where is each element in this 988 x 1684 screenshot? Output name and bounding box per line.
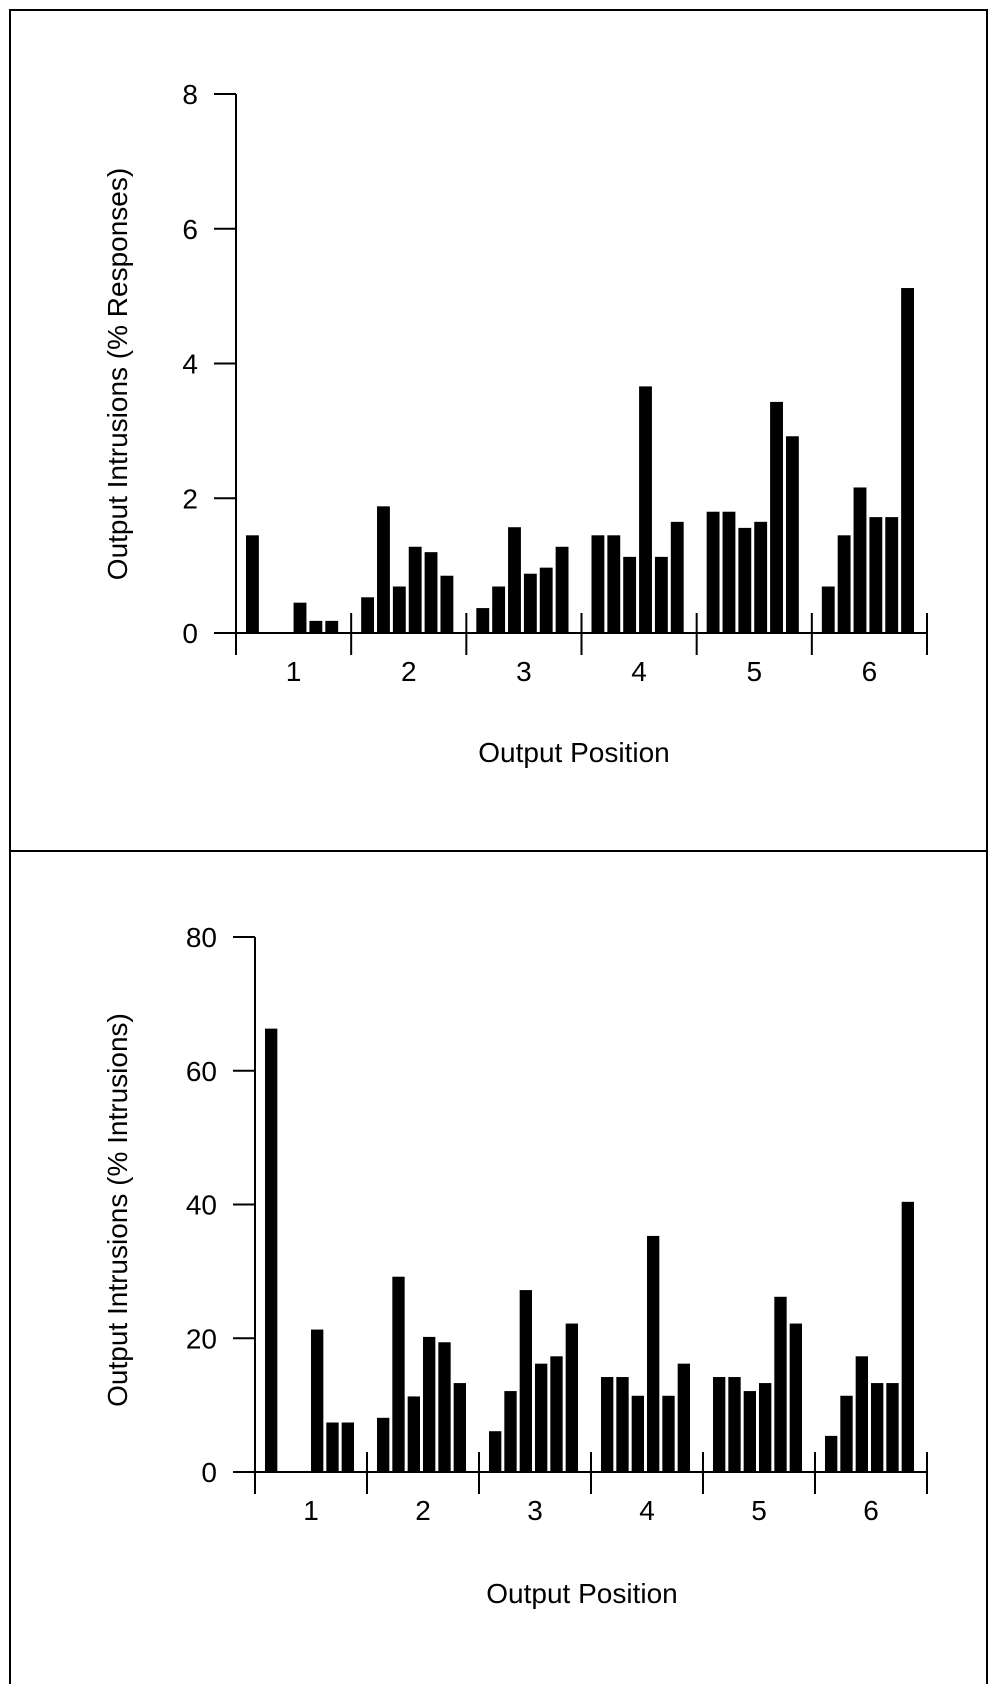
top-y-tick-label: 4 bbox=[182, 349, 198, 380]
top-bar bbox=[377, 506, 390, 633]
top-x-tick-label: 2 bbox=[401, 656, 417, 687]
bottom-bar bbox=[504, 1391, 517, 1472]
bottom-bar bbox=[789, 1323, 802, 1472]
top-bar bbox=[523, 573, 537, 633]
top-bar bbox=[392, 586, 406, 633]
top-chart-ylabel: Output Intrusions (% Responses) bbox=[102, 168, 133, 580]
top-bar bbox=[476, 608, 490, 633]
top-y-tick-label: 6 bbox=[182, 214, 198, 245]
bottom-bar bbox=[871, 1383, 884, 1472]
bottom-bar bbox=[423, 1336, 436, 1472]
top-bar bbox=[623, 556, 637, 633]
top-bar bbox=[869, 517, 883, 633]
bottom-x-tick-label: 6 bbox=[863, 1495, 879, 1526]
top-bar bbox=[440, 575, 454, 633]
bottom-bar bbox=[662, 1395, 675, 1472]
bottom-bar bbox=[326, 1422, 339, 1472]
bottom-bar bbox=[601, 1377, 614, 1472]
bottom-chart: 0 20 40 60 80 1 2 3 4 5 6 bbox=[186, 922, 928, 1526]
bottom-bar bbox=[550, 1356, 563, 1472]
top-bar bbox=[361, 597, 375, 633]
top-bar bbox=[607, 535, 621, 633]
top-bar bbox=[555, 546, 569, 633]
top-x-tick-label: 6 bbox=[862, 656, 878, 687]
top-bar bbox=[492, 586, 506, 633]
bottom-chart-ylabel: Output Intrusions (% Intrusions) bbox=[102, 1013, 133, 1407]
bottom-bar bbox=[840, 1395, 853, 1472]
bottom-bar bbox=[519, 1290, 532, 1472]
bottom-y-tick-label: 40 bbox=[186, 1190, 217, 1221]
bottom-y-tick-label: 20 bbox=[186, 1323, 217, 1354]
top-bar bbox=[309, 620, 323, 633]
top-bar bbox=[837, 535, 851, 633]
chart-panel-bottom bbox=[9, 850, 988, 1684]
bottom-x-tick-label: 3 bbox=[527, 1495, 543, 1526]
top-bar bbox=[591, 535, 605, 633]
bottom-bar bbox=[647, 1235, 660, 1472]
bottom-bar bbox=[677, 1363, 690, 1472]
top-bar bbox=[654, 556, 668, 633]
bottom-x-tick-label: 4 bbox=[639, 1495, 655, 1526]
top-x-tick-label: 1 bbox=[286, 656, 302, 687]
top-bar bbox=[770, 401, 783, 633]
top-bar bbox=[722, 511, 736, 633]
top-bar bbox=[539, 567, 553, 633]
bottom-bar bbox=[713, 1377, 726, 1472]
top-chart: 0 2 4 6 8 1 2 3 4 5 6 bbox=[182, 79, 928, 687]
bottom-bar bbox=[341, 1422, 354, 1472]
bottom-chart-xlabel: Output Position bbox=[486, 1578, 677, 1609]
bottom-bar bbox=[489, 1431, 502, 1472]
top-bar bbox=[885, 517, 899, 633]
top-bar bbox=[408, 546, 422, 633]
bottom-bar bbox=[535, 1363, 548, 1472]
top-bar bbox=[246, 535, 259, 633]
bottom-x-tick-label: 2 bbox=[415, 1495, 431, 1526]
bottom-bar bbox=[407, 1396, 420, 1472]
top-bar bbox=[706, 511, 720, 633]
top-chart-xlabel: Output Position bbox=[478, 737, 669, 768]
top-bar bbox=[424, 552, 438, 633]
bottom-x-tick-label: 1 bbox=[303, 1495, 319, 1526]
bottom-bar bbox=[728, 1377, 741, 1472]
bottom-y-tick-label: 60 bbox=[186, 1056, 217, 1087]
bottom-bar bbox=[901, 1201, 914, 1472]
top-x-tick-label: 4 bbox=[631, 656, 647, 687]
bottom-bar bbox=[377, 1417, 390, 1472]
top-bar bbox=[754, 521, 768, 633]
top-bar bbox=[508, 527, 521, 633]
bottom-y-tick-label: 80 bbox=[186, 922, 217, 953]
top-bar bbox=[785, 436, 799, 633]
top-x-tick-label: 5 bbox=[746, 656, 762, 687]
bottom-bar bbox=[616, 1377, 629, 1472]
chart-panel-top bbox=[9, 9, 988, 852]
top-bar bbox=[293, 602, 307, 633]
bottom-bar bbox=[759, 1383, 772, 1472]
top-y-tick-label: 0 bbox=[182, 618, 198, 649]
bottom-bar bbox=[631, 1395, 644, 1472]
top-bar bbox=[901, 288, 914, 633]
bottom-bar bbox=[392, 1276, 405, 1472]
bottom-bar bbox=[825, 1435, 838, 1472]
bottom-x-tick-label: 5 bbox=[751, 1495, 767, 1526]
bottom-bar bbox=[265, 1028, 278, 1472]
bottom-y-tick-label: 0 bbox=[201, 1457, 217, 1488]
bottom-bar bbox=[774, 1296, 787, 1472]
bottom-bar bbox=[311, 1329, 324, 1472]
top-x-tick-label: 3 bbox=[516, 656, 532, 687]
top-y-tick-label: 2 bbox=[182, 483, 198, 514]
top-bar bbox=[639, 386, 652, 633]
top-bar bbox=[821, 586, 835, 633]
top-bar bbox=[325, 620, 339, 633]
bottom-bar bbox=[438, 1342, 451, 1472]
bottom-bar bbox=[453, 1383, 466, 1472]
bottom-bar bbox=[743, 1391, 756, 1472]
bottom-bar bbox=[886, 1383, 899, 1472]
top-bar bbox=[853, 487, 867, 633]
bottom-bar bbox=[855, 1356, 868, 1472]
top-y-tick-label: 8 bbox=[182, 79, 198, 110]
top-bar bbox=[670, 521, 684, 633]
top-bar bbox=[738, 527, 752, 633]
bottom-bar bbox=[565, 1323, 578, 1472]
